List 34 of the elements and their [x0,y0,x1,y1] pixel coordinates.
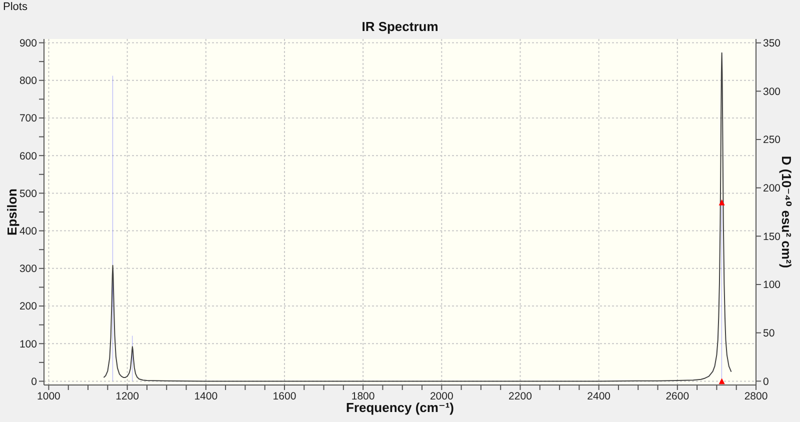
y2-axis-title: D (10⁻⁴⁰ esu² cm²) [779,156,794,268]
y-tick-label: 0 [31,376,38,388]
text: Plots [3,1,28,13]
y-tick-label: 600 [19,150,38,162]
y-tick-label: 900 [19,37,38,50]
x-axis-title: Frequency (cm⁻¹) [346,400,454,416]
x-tick-label: 2400 [587,390,611,402]
chart-title: IR Spectrum [362,19,438,34]
y2-tick-label: 50 [763,328,775,340]
y-tick-label: 300 [19,263,38,276]
x-tick-label: 2800 [744,390,768,402]
y2-tick-label: 100 [763,279,781,292]
y-tick-label: 400 [19,226,38,238]
y2-tick-label: 0 [763,376,769,388]
x-tick-label: 2000 [430,390,454,402]
y-tick-label: 700 [19,112,38,125]
x-tick-label: 1200 [116,390,140,402]
line-series [103,52,732,382]
y2-tick-label: 150 [763,230,781,243]
x-tick-label: 1400 [194,390,218,402]
y-axis-title: Epsilon [4,188,20,236]
y-tick-label: 200 [19,300,38,313]
y2-tick-label: 200 [763,182,781,195]
y-tick-label: 800 [19,75,38,88]
x-tick-label: 1000 [37,390,61,402]
y-tick-label: 500 [19,188,38,200]
x-tick-label: 1600 [272,390,296,402]
y2-tick-label: 300 [763,86,781,98]
x-tick-label: 2600 [666,390,690,402]
y-tick-label: 100 [19,338,38,350]
y2-tick-label: 350 [763,38,781,50]
y2-tick-label: 250 [763,134,781,146]
x-tick-label: 2200 [508,390,532,402]
x-tick-label: 1800 [351,390,375,402]
